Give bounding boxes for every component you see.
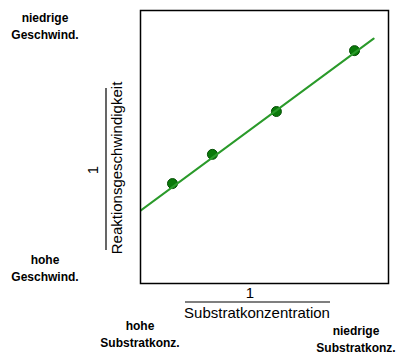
svg-text:hoheSubstratkonz.: hoheSubstratkonz. (100, 319, 179, 350)
svg-text:niedrigeGeschwind.: niedrigeGeschwind. (11, 11, 78, 42)
svg-text:hoheGeschwind.: hoheGeschwind. (11, 253, 78, 284)
svg-text:1: 1 (246, 284, 254, 301)
svg-text:niedrigeSubstratkonz.: niedrigeSubstratkonz. (316, 324, 395, 355)
svg-text:Reaktionsgeschwindigkeit: Reaktionsgeschwindigkeit (108, 81, 125, 254)
svg-text:1: 1 (84, 166, 101, 174)
svg-text:Substratkonzentration: Substratkonzentration (184, 304, 330, 321)
